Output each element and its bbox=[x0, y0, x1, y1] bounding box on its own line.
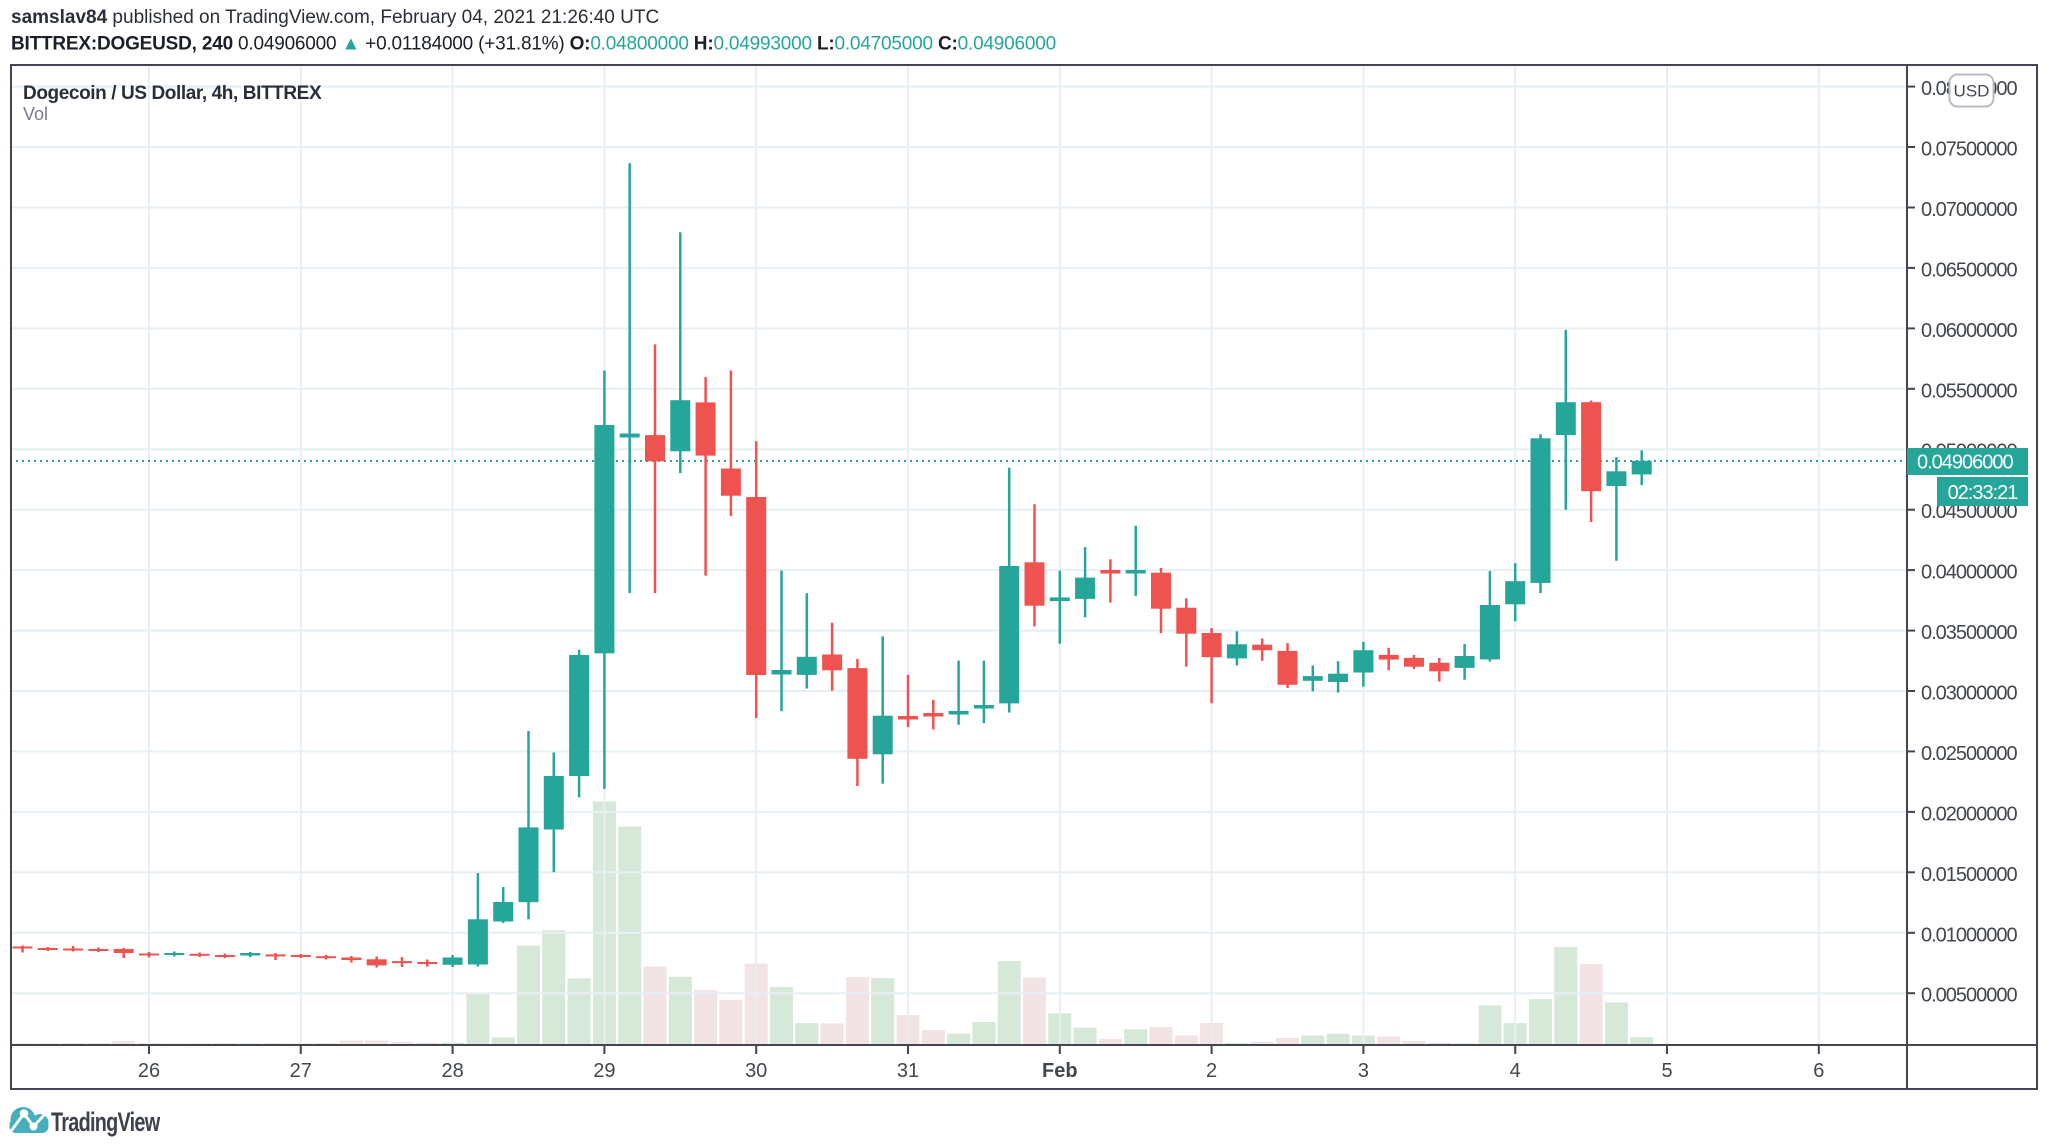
svg-text:4: 4 bbox=[1510, 1060, 1521, 1082]
svg-text:31: 31 bbox=[897, 1060, 919, 1082]
svg-text:26: 26 bbox=[138, 1060, 160, 1082]
svg-text:02:33:21: 02:33:21 bbox=[1948, 482, 2019, 504]
svg-text:Feb: Feb bbox=[1042, 1060, 1078, 1082]
svg-text:5: 5 bbox=[1661, 1060, 1672, 1082]
svg-text:0.06500000: 0.06500000 bbox=[1921, 259, 2018, 281]
svg-text:Dogecoin / US Dollar, 4h, BITT: Dogecoin / US Dollar, 4h, BITTREX bbox=[23, 83, 322, 104]
svg-text:0.02500000: 0.02500000 bbox=[1921, 743, 2018, 765]
svg-text:0.03500000: 0.03500000 bbox=[1921, 622, 2018, 644]
svg-text:0.07500000: 0.07500000 bbox=[1921, 139, 2018, 161]
svg-text:29: 29 bbox=[593, 1060, 615, 1082]
svg-text:27: 27 bbox=[290, 1060, 312, 1082]
svg-text:BITTREX:DOGEUSD, 240 0.049060: BITTREX:DOGEUSD, 240 0.04906000 ▲ +0.011… bbox=[11, 34, 1056, 55]
svg-text:TradingView: TradingView bbox=[51, 1108, 161, 1138]
svg-text:0.03000000: 0.03000000 bbox=[1921, 683, 2018, 705]
svg-text:0.01000000: 0.01000000 bbox=[1921, 924, 2018, 946]
svg-text:0.00500000: 0.00500000 bbox=[1921, 985, 2018, 1007]
svg-text:0.02000000: 0.02000000 bbox=[1921, 803, 2018, 825]
svg-text:samslav84 published on Trading: samslav84 published on TradingView.com, … bbox=[11, 7, 659, 28]
svg-text:30: 30 bbox=[745, 1060, 767, 1082]
svg-text:0.05500000: 0.05500000 bbox=[1921, 380, 2018, 402]
svg-text:6: 6 bbox=[1813, 1060, 1824, 1082]
svg-text:USD: USD bbox=[1954, 82, 1990, 101]
svg-text:0.01500000: 0.01500000 bbox=[1921, 864, 2018, 886]
svg-text:3: 3 bbox=[1358, 1060, 1369, 1082]
svg-text:Vol: Vol bbox=[23, 104, 48, 124]
svg-text:0.07000000: 0.07000000 bbox=[1921, 199, 2018, 221]
svg-text:2: 2 bbox=[1206, 1060, 1217, 1082]
svg-text:0.04906000: 0.04906000 bbox=[1917, 452, 2014, 474]
svg-text:0.04000000: 0.04000000 bbox=[1921, 562, 2018, 584]
svg-text:0.04500000: 0.04500000 bbox=[1921, 501, 2018, 523]
svg-text:0.06000000: 0.06000000 bbox=[1921, 320, 2018, 342]
svg-text:28: 28 bbox=[441, 1060, 463, 1082]
